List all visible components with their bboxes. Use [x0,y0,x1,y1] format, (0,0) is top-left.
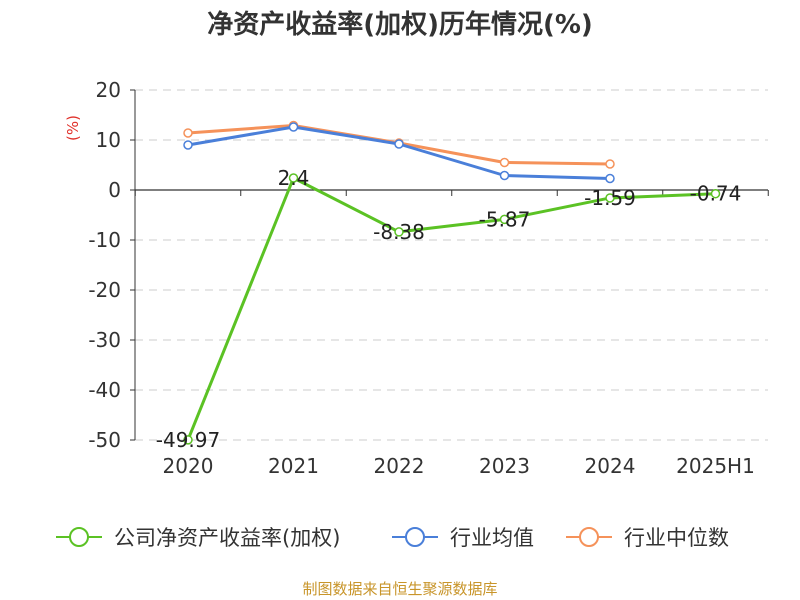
series-point [710,188,721,199]
data-label-layer: -49.97 2.4 -8.38 -5.87 -1.59 -0.74 [156,166,742,452]
series-point [605,193,615,203]
series-point [499,214,510,225]
x-tick-label: 2020 [163,454,214,478]
series-point [499,157,510,168]
y-tick-label: -30 [88,328,121,352]
x-tick-label: 2025H1 [676,454,755,478]
legend-marker [69,527,89,547]
series-point [183,140,193,150]
x-tick-label: 2024 [585,454,636,478]
series-point [605,173,615,184]
data-label: -1.59 [584,186,636,210]
series-layer [183,120,721,445]
series-line [186,176,716,441]
data-label: -5.87 [479,207,531,231]
series-point [394,227,404,237]
series-point [183,128,193,138]
y-tick-label: 10 [96,128,121,152]
x-tick-label: 2022 [374,454,425,478]
axis-layer: 20 10 0 -10 -20 -30 -40 -50 (%) 2020 2021 2022 2023 2… [64,78,769,478]
y-tick-label: 0 [108,178,121,202]
series-point [183,435,193,445]
y-axis-unit-label: (%) [64,115,82,141]
y-tick-label: -20 [88,278,121,302]
y-tick-label: -50 [88,428,121,452]
legend-label: 公司净资产收益率(加权) [114,526,340,550]
x-tick-label: 2021 [268,454,319,478]
chart-title: 净资产收益率(加权)历年情况(%) [207,10,593,40]
y-tick-label: -10 [88,228,121,252]
data-label: -0.74 [690,182,742,206]
grid-layer [135,89,768,441]
legend: 公司净资产收益率(加权) 行业均值 行业中位数 [56,526,729,550]
series-point [394,139,404,149]
source-note: 制图数据来自恒生聚源数据库 [302,580,498,598]
data-label: -8.38 [373,220,425,244]
series-point [288,173,299,183]
y-tick-label: 20 [96,78,121,102]
data-label: 2.4 [278,166,310,190]
legend-marker [579,527,599,547]
legend-label: 行业中位数 [624,526,729,550]
series-point [499,170,510,181]
data-label: -49.97 [156,428,220,452]
series-point [605,159,615,169]
series-line [187,125,611,180]
series-point [288,122,299,132]
x-tick-label: 2023 [479,454,530,478]
legend-marker [405,527,425,547]
y-tick-label: -40 [88,378,121,402]
legend-label: 行业均值 [450,526,534,550]
